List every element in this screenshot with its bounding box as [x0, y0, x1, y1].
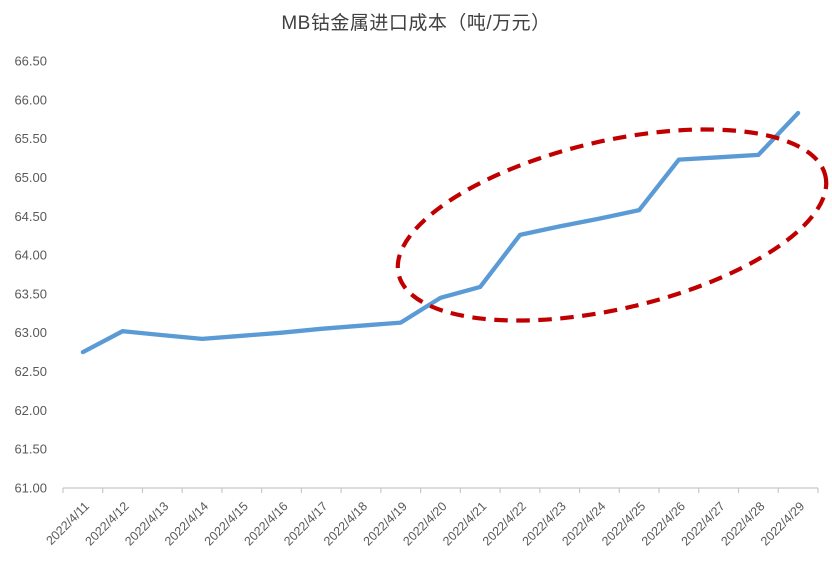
y-axis-tick-label: 63.50	[14, 286, 47, 301]
chart-title: MB钴金属进口成本（吨/万元）	[281, 13, 551, 34]
y-axis-tick-label: 64.00	[14, 248, 47, 263]
y-axis-tick-label: 62.50	[14, 364, 47, 379]
y-axis-tick-label: 62.00	[14, 403, 47, 418]
y-axis-tick-label: 66.50	[14, 54, 47, 69]
highlight-ellipse-annotation	[395, 127, 829, 323]
y-axis-tick-label: 61.00	[14, 481, 47, 496]
cost-line-series	[80, 110, 801, 355]
y-axis-tick-label: 63.00	[14, 325, 47, 340]
y-axis-tick-label: 66.00	[14, 92, 47, 107]
y-axis-tick-label: 61.50	[14, 442, 47, 457]
x-axis-tick-label: 2022/4/29	[758, 499, 807, 548]
y-axis-tick-label: 65.50	[14, 131, 47, 146]
y-axis-tick-label: 65.00	[14, 170, 47, 185]
y-axis-tick-label: 64.50	[14, 209, 47, 224]
